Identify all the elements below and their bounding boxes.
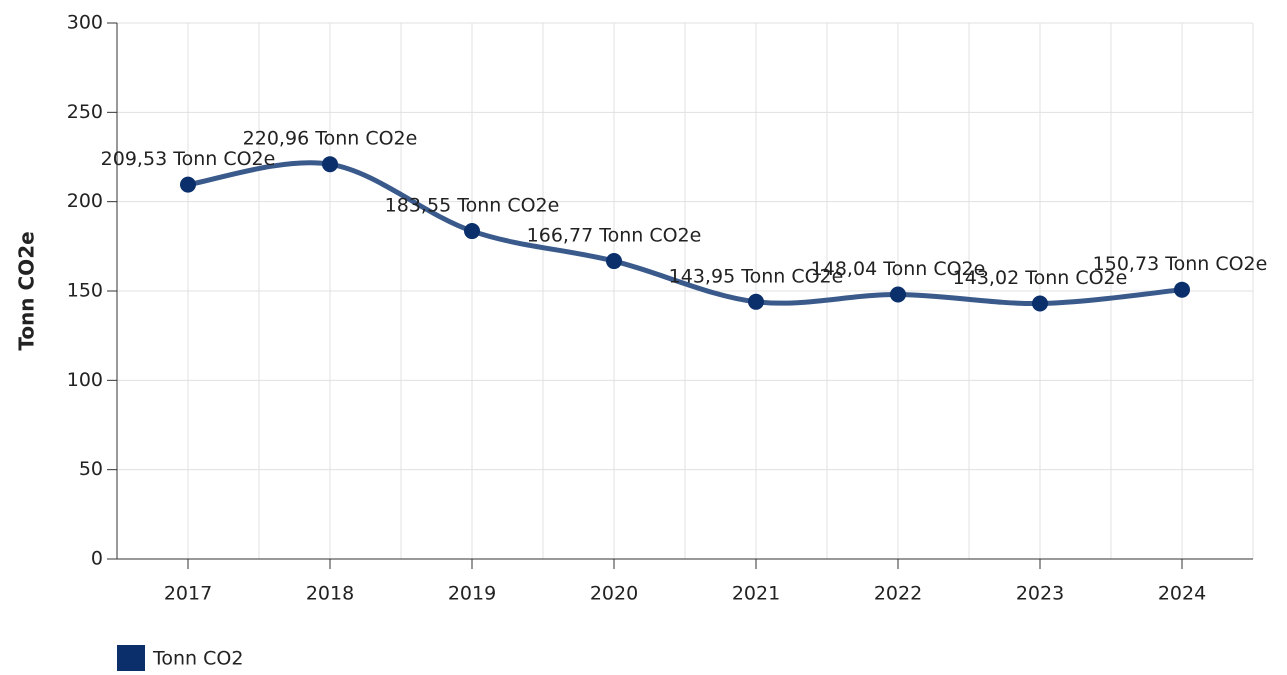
x-tick-label: 2024	[1158, 583, 1206, 605]
point	[1032, 295, 1048, 312]
legend-label: Tonn CO2	[152, 648, 243, 670]
x-tick-label: 2019	[448, 583, 496, 605]
line	[187, 160, 1183, 306]
value-label: 183,55 Tonn CO2e	[385, 195, 560, 217]
point	[180, 176, 196, 193]
value-label: 209,53 Tonn CO2e	[101, 148, 276, 170]
value-label: 150,73 Tonn CO2e	[1093, 253, 1268, 275]
point	[464, 223, 480, 240]
x-tick-label: 2022	[874, 583, 922, 605]
y-axis-label: Tonn CO2e	[15, 231, 39, 350]
point	[606, 253, 622, 270]
value-label: 143,95 Tonn CO2e	[669, 265, 844, 287]
x-tick-label: 2018	[306, 583, 354, 605]
x-tick-label: 2023	[1016, 583, 1064, 605]
y-tick-label: 150	[67, 280, 103, 302]
y-tick-label: 0	[91, 548, 103, 570]
point	[748, 293, 764, 310]
value-label: 143,02 Tonn CO2e	[953, 267, 1128, 289]
value-label: 166,77 Tonn CO2e	[527, 225, 702, 247]
y-tick-label: 100	[67, 369, 103, 391]
point	[890, 286, 906, 303]
x-tick-label: 2020	[590, 583, 638, 605]
y-tick-label: 300	[67, 12, 103, 34]
y-tick-label: 250	[67, 101, 103, 123]
value-label: 220,96 Tonn CO2e	[243, 128, 418, 150]
point	[1174, 281, 1190, 298]
legend-swatch	[117, 645, 145, 671]
x-tick-label: 2017	[164, 583, 212, 605]
y-tick-label: 50	[79, 458, 103, 480]
point	[322, 156, 338, 173]
y-tick-label: 200	[67, 190, 103, 212]
value-label: 148,04 Tonn CO2e	[811, 258, 986, 280]
x-tick-label: 2021	[732, 583, 780, 605]
